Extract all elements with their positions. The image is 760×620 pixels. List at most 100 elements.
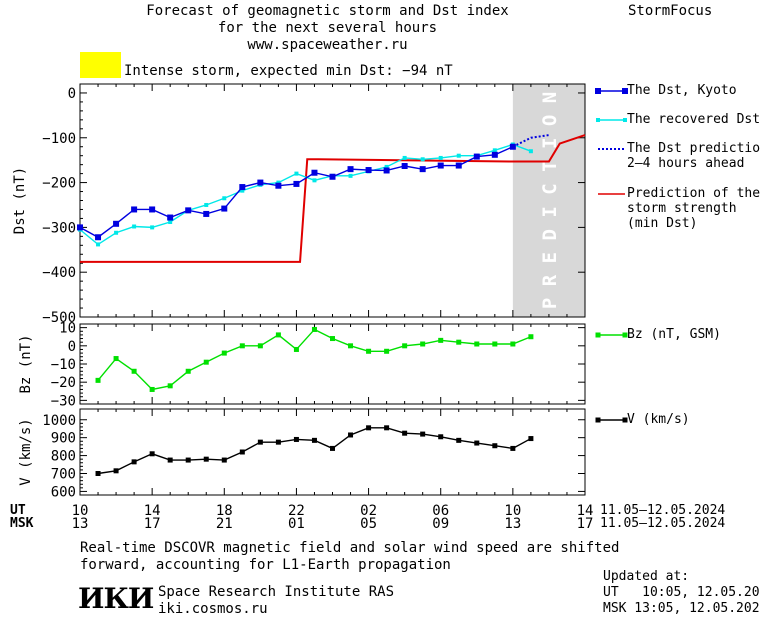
recovered-dst-point bbox=[150, 225, 155, 230]
v-point bbox=[456, 437, 462, 443]
note-line-1: Real-time DSCOVR magnetic field and sola… bbox=[80, 540, 620, 556]
bz-point bbox=[293, 346, 299, 352]
v-line bbox=[97, 427, 532, 475]
bz-point bbox=[257, 343, 263, 349]
legend-dst-recovered: The recovered Dst bbox=[627, 112, 760, 127]
legend-recovered-symbol-marker bbox=[596, 118, 600, 122]
v-point bbox=[95, 471, 101, 476]
dst-axis-label: Dst (nT) bbox=[12, 167, 28, 234]
legend-v-symbol-marker bbox=[622, 417, 628, 423]
title-line-2: for the next several hours bbox=[217, 20, 438, 36]
bz-point bbox=[366, 348, 372, 354]
recovered-dst-point bbox=[384, 164, 389, 169]
recovered-dst-point bbox=[438, 155, 443, 160]
bz-ytick-label: 10 bbox=[59, 321, 76, 337]
org-site: iki.cosmos.ru bbox=[158, 601, 268, 617]
msk-tick-label: 09 bbox=[432, 516, 449, 532]
v-point bbox=[420, 431, 426, 437]
v-panel-frame bbox=[79, 408, 586, 496]
bz-point bbox=[456, 339, 462, 345]
v-point bbox=[257, 439, 263, 445]
dst-ytick-label: −200 bbox=[42, 176, 76, 192]
bz-point bbox=[474, 341, 480, 347]
kyoto-dst-point bbox=[113, 220, 120, 227]
kyoto-dst-point bbox=[455, 162, 462, 169]
v-point bbox=[348, 432, 354, 438]
v-point bbox=[330, 445, 335, 451]
min-dst-prediction-line bbox=[80, 134, 586, 263]
legend-strength-3: (min Dst) bbox=[627, 216, 698, 231]
legend-strength-1: Prediction of the bbox=[627, 186, 760, 201]
bz-axis-label: Bz (nT) bbox=[18, 334, 34, 393]
bz-point bbox=[311, 326, 317, 332]
page-title: Forecast of geomagnetic storm and Dst in… bbox=[60, 3, 595, 54]
updated-label: Updated at: bbox=[603, 569, 690, 584]
recovered-dst-point bbox=[420, 157, 425, 162]
legend-recovered-symbol-marker bbox=[623, 118, 627, 122]
kyoto-dst-point bbox=[131, 206, 138, 213]
bz-point bbox=[330, 336, 335, 342]
msk-tick-label: 05 bbox=[360, 516, 377, 532]
kyoto-dst-point bbox=[509, 143, 516, 150]
kyoto-dst-point bbox=[167, 214, 174, 221]
kyoto-dst-point bbox=[257, 179, 264, 186]
recovered-dst-point bbox=[456, 153, 461, 158]
legend-bz-symbol-marker bbox=[595, 332, 601, 338]
recovered-dst-point bbox=[348, 173, 353, 178]
propagation-note: Real-time DSCOVR magnetic field and sola… bbox=[80, 540, 619, 574]
v-point bbox=[402, 430, 408, 436]
ut-tick-label: 18 bbox=[216, 503, 233, 519]
ut-date-range: 11.05–12.05.2024 bbox=[600, 503, 726, 518]
v-point bbox=[185, 457, 191, 463]
v-point bbox=[510, 445, 516, 451]
bz-point bbox=[221, 350, 227, 356]
bz-point bbox=[275, 332, 281, 338]
v-ytick-label: 1000 bbox=[42, 413, 76, 429]
updated-ut: UT 10:05, 12.05.2024 bbox=[603, 585, 760, 600]
bz-point bbox=[402, 343, 408, 349]
v-point bbox=[203, 456, 209, 462]
legend-strength-2: storm strength bbox=[627, 201, 737, 216]
kyoto-dst-point bbox=[77, 224, 83, 231]
prediction-band-label: P R E D I C T I O N bbox=[539, 92, 561, 309]
kyoto-dst-point bbox=[221, 205, 228, 212]
legend-dst-kyoto: The Dst, Kyoto bbox=[627, 83, 737, 98]
kyoto-dst-point bbox=[311, 169, 318, 176]
recovered-dst-point bbox=[132, 224, 137, 229]
ut-tick-label: 14 bbox=[144, 503, 161, 519]
v-axis-label: V (km/s) bbox=[18, 418, 34, 485]
bz-point bbox=[113, 356, 119, 362]
legend-bz-symbol-marker bbox=[622, 332, 628, 338]
bz-point bbox=[239, 343, 245, 349]
recovered-dst-point bbox=[204, 202, 209, 207]
kyoto-dst-point bbox=[203, 210, 210, 217]
v-point bbox=[528, 436, 534, 442]
dst-ytick-label: −100 bbox=[42, 131, 76, 147]
title-line-1: Forecast of geomagnetic storm and Dst in… bbox=[146, 3, 509, 19]
recovered-dst-point bbox=[222, 196, 227, 201]
v-point bbox=[149, 451, 155, 457]
bz-point bbox=[95, 377, 101, 383]
kyoto-dst-point bbox=[239, 184, 246, 191]
kyoto-dst-point bbox=[149, 206, 156, 213]
alert-text: Intense storm, expected min Dst: −94 nT bbox=[124, 63, 453, 79]
v-point bbox=[221, 457, 227, 463]
recovered-dst-point bbox=[96, 242, 101, 247]
bz-point bbox=[348, 343, 354, 349]
bz-point bbox=[492, 341, 498, 347]
alert-swatch bbox=[80, 52, 121, 78]
org-name: Space Research Institute RAS bbox=[158, 584, 395, 600]
v-point bbox=[492, 443, 498, 449]
recovered-dst-point bbox=[168, 220, 173, 225]
msk-tick-label: 17 bbox=[144, 516, 161, 532]
recovered-dst-point bbox=[240, 188, 245, 193]
v-point bbox=[131, 459, 137, 465]
bz-point bbox=[185, 368, 191, 374]
recovered-dst-point bbox=[114, 230, 119, 235]
iki-logo: ИКИ bbox=[78, 582, 154, 615]
legend-kyoto-symbol-marker bbox=[622, 88, 628, 94]
dst-panel-frame bbox=[79, 83, 586, 318]
prediction-band bbox=[512, 84, 585, 317]
dst-prediction-line bbox=[512, 134, 550, 148]
